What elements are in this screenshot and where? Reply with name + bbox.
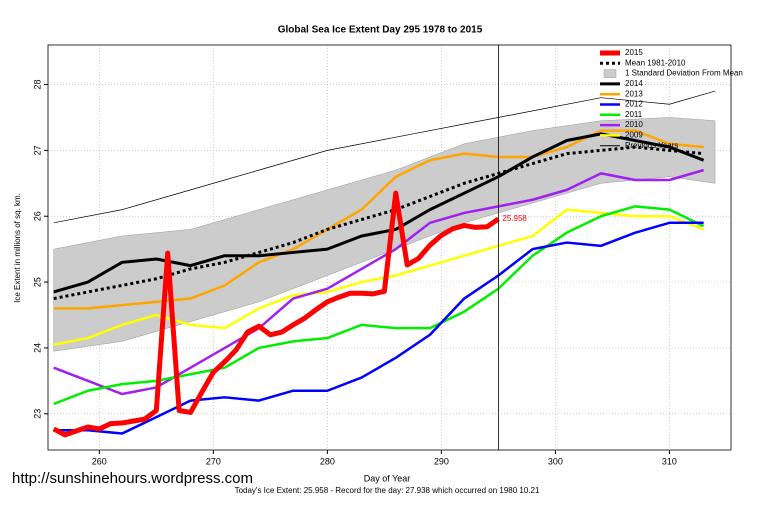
plot-frame [47,44,732,451]
series-line [52,190,500,438]
y-tick-label: 26 [32,211,42,221]
y-tick-label: 23 [32,409,42,419]
y-axis-label: Ice Extent in millions of sq. km. [13,193,22,303]
series-line [53,168,704,396]
chart-title: Global Sea Ice Extent Day 295 1978 to 20… [278,25,483,36]
legend-label: 1 Standard Deviation From Mean [625,69,743,78]
series-line [53,205,705,406]
legend-label: Mean 1981-2010 [625,58,686,67]
watermark: http://sunshinehours.wordpress.com [12,470,253,487]
legend-label: 2014 [625,79,643,88]
legend-label: Previous Years [625,141,678,150]
legend-swatch [603,69,617,78]
x-tick-label: 280 [320,456,335,466]
x-axis-label: Day of Year [364,473,411,483]
x-tick-label: 300 [548,456,563,466]
series-line [53,132,705,294]
x-tick-label: 310 [662,456,677,466]
std-band [53,117,716,352]
y-tick-label: 24 [32,343,42,353]
legend-label: 2015 [625,48,643,57]
legend-label: 2010 [625,120,643,129]
x-tick-label: 260 [92,456,107,466]
x-tick-label: 290 [434,456,449,466]
y-tick-label: 27 [32,145,42,155]
footer: Today's Ice Extent: 25.958 - Record for … [235,486,540,495]
x-tick-label: 270 [206,456,221,466]
legend-label: 2011 [625,110,643,119]
legend-label: 2009 [625,131,643,140]
y-tick-label: 25 [32,277,42,287]
legend-label: 2012 [625,100,643,109]
series-line [53,221,704,435]
series-line [53,90,716,224]
value-label: 25.958 [502,214,527,223]
legend-label: 2013 [625,89,643,98]
series-line [53,145,704,301]
y-tick-label: 28 [32,80,42,90]
